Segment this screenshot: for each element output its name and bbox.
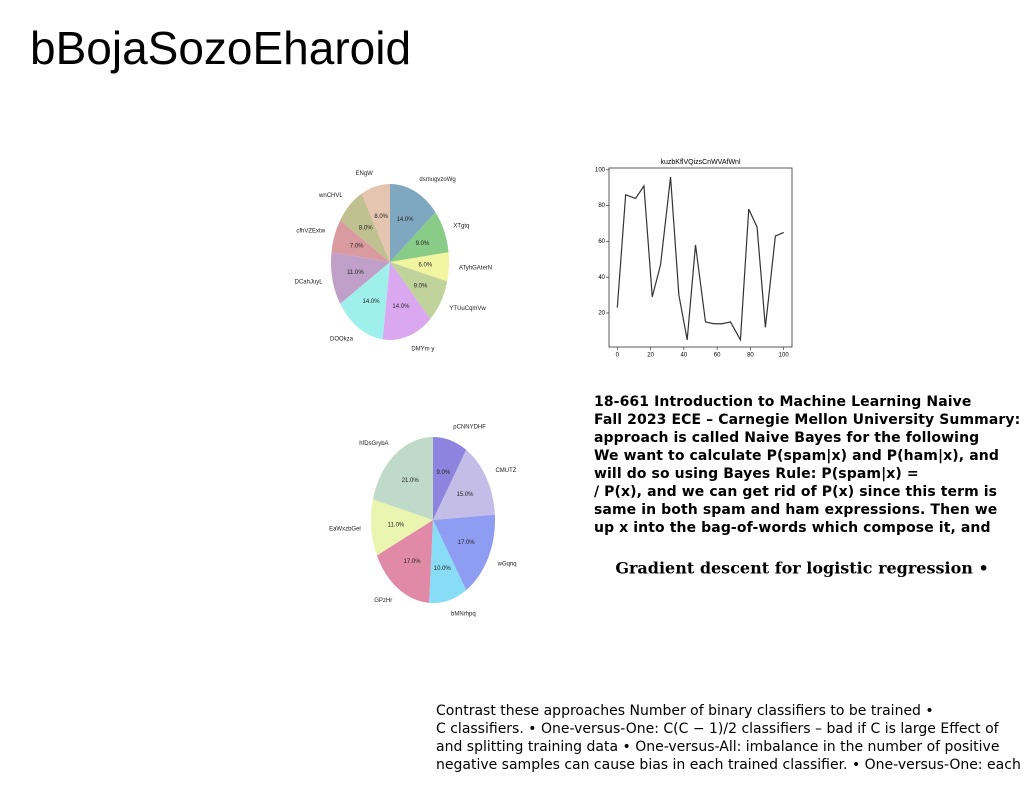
pie-slice (390, 262, 448, 319)
summary-line: approach is called Naive Bayes for the f… (594, 430, 979, 446)
value-label: 14.0% (363, 299, 381, 305)
body-line: Contrast these approaches Number of bina… (436, 703, 934, 719)
slice-label: CMUTZ (495, 468, 516, 474)
slice-label: bMNrhpq (451, 612, 476, 618)
pie-slice (390, 212, 449, 262)
slice-label: hfDsGrybA (359, 441, 388, 447)
value-label: 17.0% (404, 559, 422, 565)
slice-label: XTgtq (453, 223, 469, 229)
value-label: 21.0% (402, 478, 420, 484)
pie-slice (429, 520, 467, 603)
pie-slice (340, 262, 390, 340)
summary-line: We want to calculate P(spam|x) and P(ham… (594, 448, 999, 464)
slice-label: ENgW (355, 171, 373, 177)
body-line: C classifiers. • One-versus-One: C(C − 1… (436, 721, 1000, 737)
body-line: negative samples can cause bias in each … (436, 757, 1021, 773)
pie-slice (433, 514, 495, 591)
value-label: 10.0% (434, 566, 452, 572)
value-label: 9.0% (437, 470, 451, 476)
pie-slice (340, 193, 390, 262)
slice-label: YTUuCqmVw (449, 306, 486, 312)
slice-label: wnCHVL (318, 193, 343, 199)
slice-label: DOOkza (330, 337, 354, 343)
heading: Gradient descent for logistic regression… (615, 559, 988, 578)
slice-label: wGqnq (497, 562, 517, 568)
summary: 18-661 Introduction to Machine Learning … (594, 394, 1020, 536)
slice-label: EaWxzbGel (329, 527, 361, 533)
slice-label: pCNNYDHF (453, 424, 486, 430)
value-label: 14.0% (392, 304, 410, 310)
slice-label: dsmugvzoWg (419, 177, 455, 183)
pie-slice (371, 499, 433, 556)
x-tick-label: 0 (616, 353, 620, 359)
pie-slice (433, 449, 495, 520)
y-tick-label: 20 (598, 311, 605, 317)
summary-line: will do so using Bayes Rule: P(spam|x) = (594, 466, 919, 482)
slice-label: DCahJuyL (295, 279, 324, 285)
pie-slice (361, 184, 390, 262)
pie-slice (433, 437, 467, 520)
x-tick-label: 100 (779, 353, 790, 359)
y-tick-label: 80 (598, 203, 605, 209)
pie-slice (382, 262, 431, 340)
chart-title: kuzbKflVQizsCnWVAfWnl (661, 159, 741, 166)
page-title: bBojaSozoEharoid (30, 22, 411, 74)
slice-label: ATyhGAterN (459, 265, 492, 271)
value-label: 9.0% (416, 241, 430, 247)
slice-label: DMYm y (411, 346, 434, 352)
x-tick-label: 20 (647, 353, 654, 359)
value-label: 11.0% (388, 522, 405, 528)
summary-line: same in both spam and ham expressions. T… (594, 502, 997, 518)
plot-frame (608, 167, 793, 348)
y-tick-label: 40 (598, 275, 605, 281)
pie-slice (372, 437, 433, 520)
slice-label: GPzHr (374, 598, 392, 604)
value-label: 6.0% (418, 263, 432, 269)
slice-label: cfhVZExtw (296, 229, 325, 235)
summary-line: Fall 2023 ECE – Carnegie Mellon Universi… (594, 412, 1020, 428)
pie-slice (331, 220, 390, 262)
value-label: 14.0% (397, 217, 415, 223)
y-tick-label: 60 (598, 239, 605, 245)
summary-line: 18-661 Introduction to Machine Learning … (594, 394, 971, 410)
line-series (616, 176, 784, 342)
value-label: 17.0% (458, 540, 476, 546)
pie-slice (376, 520, 433, 603)
summary-line: / P(x), and we can get rid of P(x) since… (594, 484, 997, 500)
x-tick-label: 80 (747, 353, 754, 359)
x-tick-label: 40 (681, 353, 688, 359)
value-label: 7.0% (350, 244, 364, 250)
pie-slice (331, 252, 390, 304)
value-label: 11.0% (347, 270, 364, 276)
value-label: 15.0% (457, 492, 475, 498)
x-tick-label: 60 (714, 353, 721, 359)
body-line: and splitting training data • One-versus… (436, 739, 999, 755)
value-label: 8.0% (374, 214, 388, 220)
body-text: Contrast these approaches Number of bina… (436, 703, 1021, 773)
summary-line: up x into the bag-of-words which compose… (594, 520, 991, 536)
pie-slice (390, 252, 449, 282)
pie-slice (390, 184, 436, 262)
value-label: 8.0% (359, 225, 373, 231)
y-tick-label: 100 (595, 167, 606, 173)
value-label: 9.0% (414, 283, 428, 289)
